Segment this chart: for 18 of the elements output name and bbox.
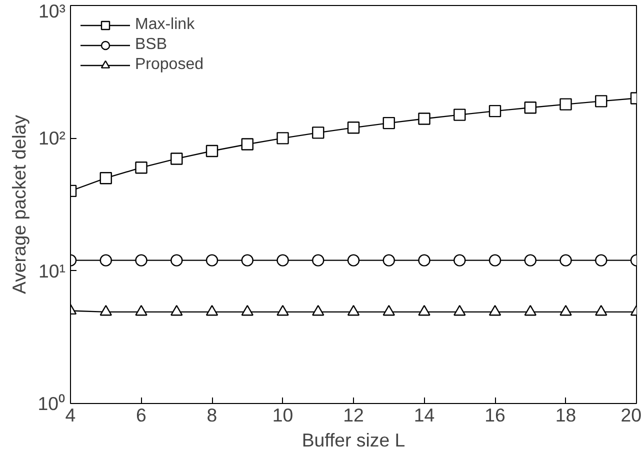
y-tick-label: 10⁰ — [38, 393, 66, 414]
x-tick-label: 18 — [555, 404, 576, 426]
y-tick-label: 10³ — [38, 0, 66, 22]
x-tick-label: 6 — [136, 404, 146, 426]
x-tick-label: 20 — [620, 404, 641, 426]
x-tick-label: 8 — [206, 404, 218, 426]
x-tick-label: 14 — [414, 404, 435, 426]
legend-label: BSB — [135, 36, 168, 54]
x-axis-title: Buffer size L — [302, 430, 406, 450]
legend-label: Max-link — [135, 16, 195, 34]
x-tick-label: 12 — [343, 404, 364, 426]
y-axis-title: Average packet delay — [8, 114, 30, 294]
x-tick-label: 4 — [65, 404, 76, 426]
y-tick-label: 10² — [38, 128, 66, 149]
x-tick-label: 16 — [484, 404, 506, 426]
legend-label: Proposed — [135, 56, 204, 74]
x-tick-label: 10 — [272, 404, 294, 426]
y-tick-label: 10¹ — [38, 260, 66, 282]
